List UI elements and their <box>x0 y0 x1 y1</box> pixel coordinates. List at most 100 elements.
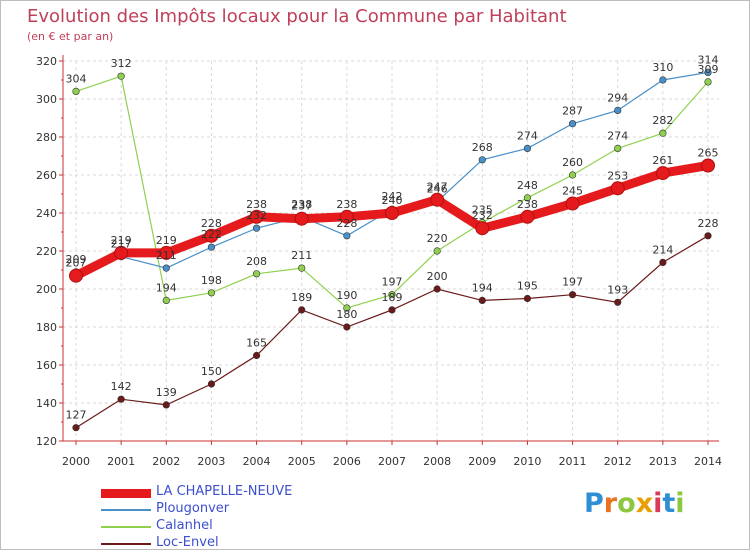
x-tick-label: 2011 <box>559 455 587 468</box>
data-label: 228 <box>698 217 719 230</box>
series-point <box>72 424 80 432</box>
series-point <box>207 289 216 297</box>
data-label: 228 <box>201 217 222 230</box>
data-label: 219 <box>156 234 177 247</box>
series-point <box>614 144 622 152</box>
series-point <box>252 224 261 232</box>
proxiti-logo: Proxiti <box>584 488 685 519</box>
series-point <box>568 291 577 299</box>
y-tick-label: 260 <box>36 169 57 182</box>
series-point <box>478 296 486 305</box>
x-tick-label: 2006 <box>333 455 361 468</box>
series-point <box>523 194 532 202</box>
series-point <box>207 380 216 388</box>
data-label: 310 <box>652 61 673 74</box>
x-tick-label: 2014 <box>694 455 722 468</box>
logo-letter: x <box>635 488 654 519</box>
series-point <box>252 270 261 278</box>
y-tick-label: 200 <box>36 283 57 296</box>
data-label: 198 <box>201 274 222 287</box>
data-label: 214 <box>652 243 673 256</box>
data-label: 304 <box>66 72 87 85</box>
data-label: 127 <box>66 409 87 422</box>
x-tick-label: 2008 <box>423 455 451 468</box>
data-label: 274 <box>517 129 538 142</box>
data-label: 142 <box>111 380 132 393</box>
data-label: 274 <box>607 129 628 142</box>
series-point <box>72 87 80 95</box>
y-tick-label: 180 <box>36 321 57 334</box>
x-tick-label: 2000 <box>62 455 90 468</box>
series-point <box>523 294 532 303</box>
legend-label: Loc-Envel <box>156 535 219 550</box>
series-point <box>704 78 712 86</box>
x-tick-label: 2005 <box>288 455 316 468</box>
legend-swatch <box>101 509 151 511</box>
data-label: 240 <box>382 194 403 207</box>
y-tick-label: 280 <box>36 131 57 144</box>
series-point <box>249 209 264 224</box>
data-label: 197 <box>562 276 583 289</box>
series-point <box>159 245 174 260</box>
data-label: 195 <box>517 280 538 293</box>
series-point <box>659 129 667 137</box>
series-point <box>162 401 170 409</box>
series-point <box>614 106 622 114</box>
data-label: 238 <box>291 198 312 211</box>
legend-label: Calanhel <box>156 518 213 533</box>
data-label: 242 <box>382 190 403 203</box>
series-point <box>343 323 351 331</box>
data-label: 247 <box>427 181 448 194</box>
y-tick-label: 240 <box>36 207 57 220</box>
series-point <box>117 395 125 403</box>
series-point <box>252 351 261 360</box>
series-point <box>298 306 306 314</box>
series-point <box>704 232 712 240</box>
data-label: 209 <box>66 253 87 266</box>
series-point <box>614 298 622 306</box>
logo-letter: P <box>584 488 604 519</box>
legend-swatch <box>101 488 151 498</box>
data-label: 235 <box>472 204 493 217</box>
data-label: 253 <box>607 169 628 182</box>
series-point <box>433 247 441 255</box>
series-point <box>388 306 396 314</box>
data-label: 200 <box>427 270 448 283</box>
x-tick-label: 2003 <box>197 455 225 468</box>
series-point <box>568 171 577 179</box>
series-point <box>388 291 396 299</box>
series-point <box>294 211 309 226</box>
data-label: 268 <box>472 141 493 154</box>
legend-label: LA CHAPELLE-NEUVE <box>156 484 293 499</box>
data-label: 260 <box>562 156 583 169</box>
data-label: 265 <box>698 147 719 160</box>
series-point <box>385 206 399 220</box>
x-tick-label: 2010 <box>513 455 541 468</box>
chart-title: Evolution des Impôts locaux pour la Comm… <box>27 6 567 27</box>
series-point <box>704 68 712 76</box>
data-label: 197 <box>382 276 403 289</box>
data-label: 194 <box>472 281 493 294</box>
series-point <box>659 258 667 267</box>
data-label: 220 <box>427 232 448 245</box>
series-point <box>69 268 83 283</box>
data-label: 246 <box>427 183 448 196</box>
logo-letter: r <box>603 488 618 519</box>
y-tick-label: 300 <box>36 93 57 106</box>
data-label: 193 <box>607 283 628 296</box>
x-tick-label: 2002 <box>152 455 180 468</box>
chart-subtitle: (en € et par an) <box>27 30 114 43</box>
data-label: 194 <box>156 281 177 294</box>
series-point <box>430 192 445 207</box>
data-label: 217 <box>111 238 132 251</box>
legend-swatch <box>101 543 151 545</box>
data-label: 261 <box>652 154 673 167</box>
data-label: 165 <box>246 337 267 350</box>
series-point <box>162 296 170 305</box>
data-label: 245 <box>562 185 583 198</box>
x-tick-label: 2007 <box>378 455 406 468</box>
logo-letter: i <box>675 488 685 519</box>
data-label: 207 <box>66 257 87 270</box>
